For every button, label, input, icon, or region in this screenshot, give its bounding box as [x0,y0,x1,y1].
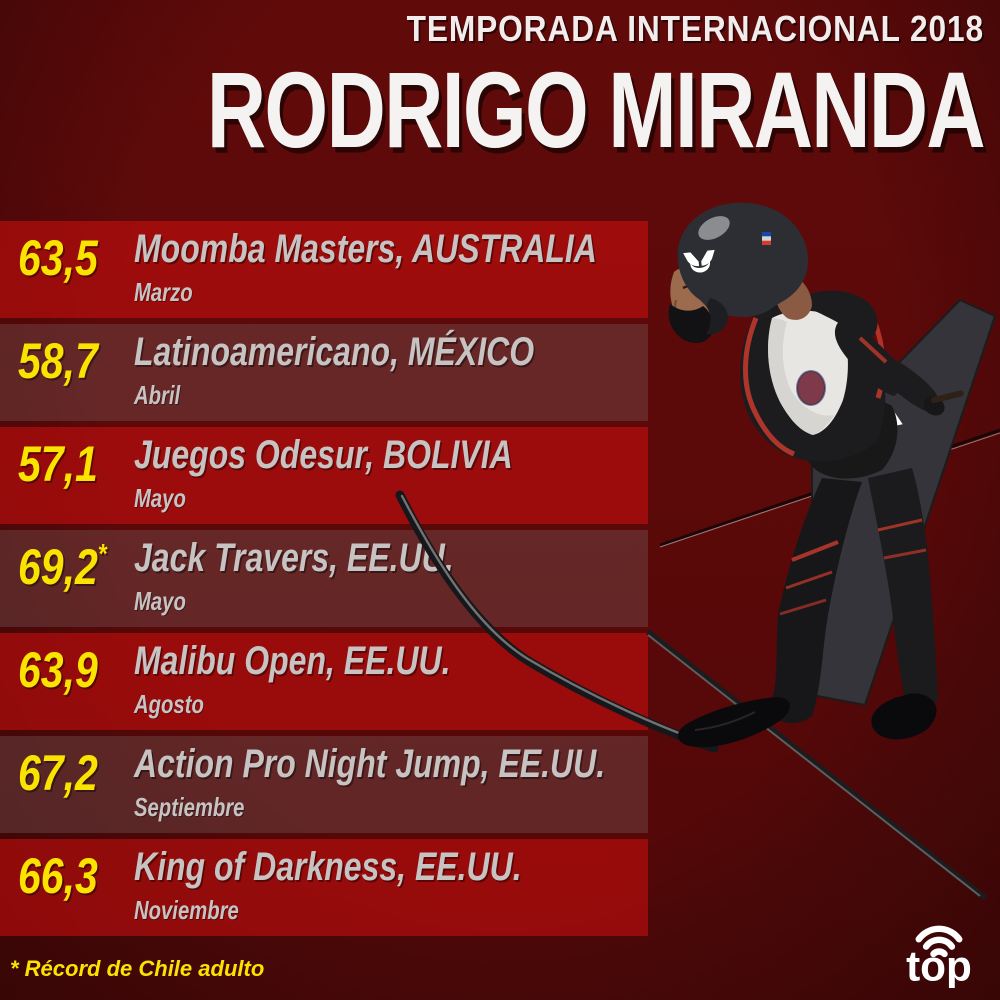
svg-text:top: top [906,943,972,988]
